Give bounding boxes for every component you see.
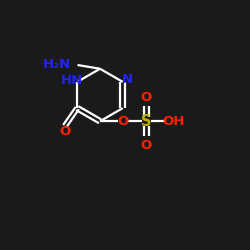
Text: N: N: [122, 74, 133, 86]
Text: O: O: [117, 115, 128, 128]
Text: OH: OH: [162, 115, 185, 128]
Text: O: O: [140, 139, 152, 152]
Text: H₂N: H₂N: [43, 58, 71, 71]
Text: O: O: [59, 124, 70, 138]
Text: HN: HN: [61, 74, 83, 87]
Text: S: S: [141, 114, 152, 129]
Text: O: O: [140, 91, 152, 104]
